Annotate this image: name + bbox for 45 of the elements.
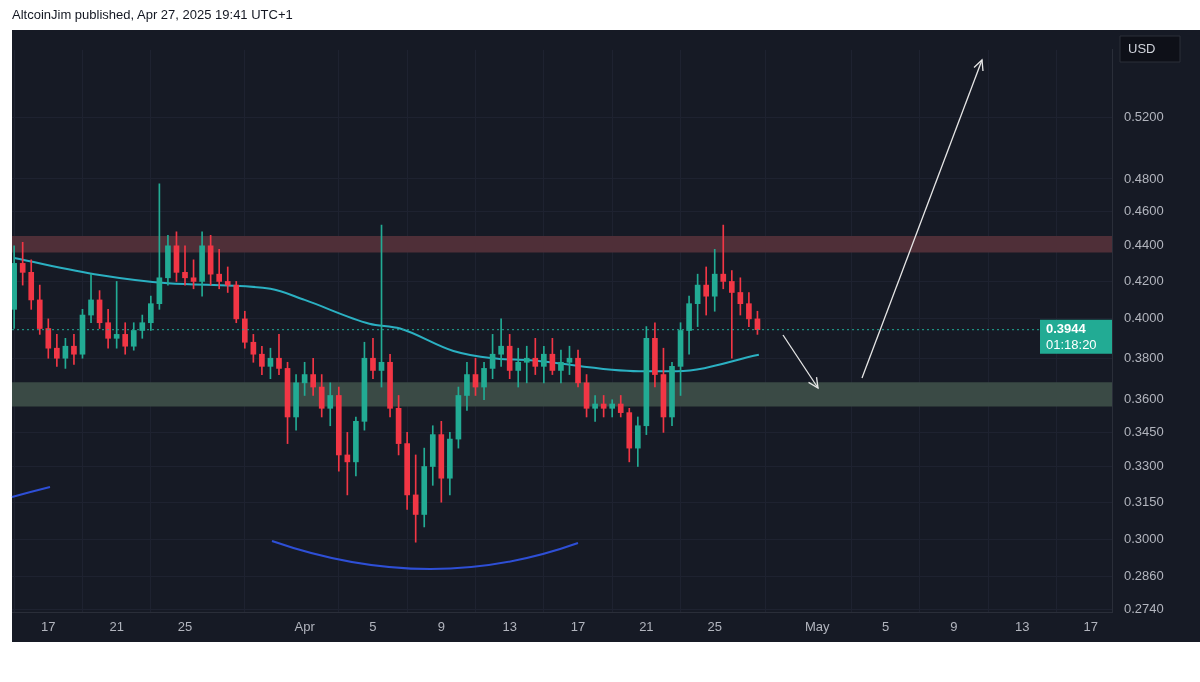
x-tick-label: 17 [41,619,56,635]
y-tick-label: 0.3450 [1124,423,1164,439]
y-tick-label: 0.5200 [1124,109,1164,125]
candlestick [532,337,539,375]
x-tick-label: 9 [950,619,958,635]
line-series [13,257,760,373]
chart-title: AltcoinJim published, Apr 27, 2025 19:41 UTC+1 [12,7,293,22]
candlestick [224,266,231,293]
candlestick [216,248,223,290]
x-tick-label: Apr [294,619,316,635]
ref-line-label: 0.3944 [1046,321,1087,337]
x-tick-label: 5 [369,619,377,635]
x-tick-label: 17 [570,619,586,635]
x-tick-label: 17 [1083,619,1098,635]
y-tick-label: 0.4800 [1124,170,1164,186]
candlestick [515,347,522,388]
x-tick-label: 13 [502,619,517,635]
x-tick-label: 25 [707,619,722,635]
x-tick-label: 21 [109,619,124,635]
candlestick [720,224,727,290]
x-tick-label: 21 [639,619,654,635]
y-tick-label: 0.4000 [1124,310,1164,326]
y-tick-label: 0.2860 [1124,567,1164,583]
y-tick-label: 0.3000 [1124,531,1164,547]
candlestick [19,241,26,286]
y-tick-label: 0.3150 [1124,493,1164,509]
x-tick-label: May [804,619,831,635]
candlestick [412,454,419,543]
y-tick-label: 0.3800 [1124,349,1164,365]
candlestick [182,245,188,286]
candlestick [523,345,530,384]
y-tick-label: 0.4200 [1124,273,1164,289]
candlestick [592,395,598,422]
annotation: 01:18:20 [1046,337,1097,353]
y-tick-label: 0.2740 [1124,600,1164,616]
x-tick-label: 25 [177,619,193,635]
y-axis-title: USD [1128,40,1156,56]
y-tick-label: 0.4400 [1124,237,1164,253]
x-tick-label: 9 [437,619,445,635]
x-tick-label: 13 [1015,619,1030,635]
candlestick [728,270,735,359]
y-tick-label: 0.4600 [1124,203,1164,219]
x-tick-label: 5 [881,619,890,635]
y-tick-label: 0.3300 [1124,458,1164,474]
y-tick-label: 0.3600 [1124,391,1164,407]
